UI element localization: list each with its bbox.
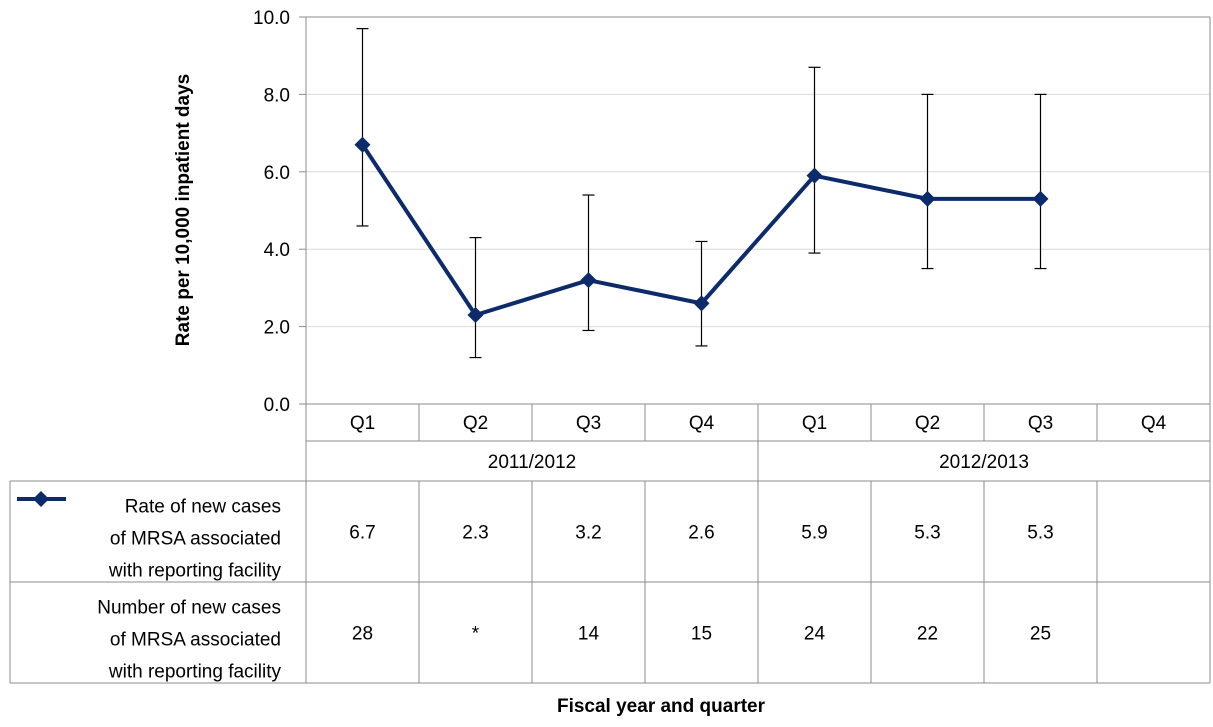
y-tick-label: 10.0 [253,8,290,29]
gridlines [306,16,1210,328]
y-tick-label: 0.0 [264,395,290,416]
table-cell: 2.3 [462,523,488,544]
x-tick-label: Q2 [915,413,940,434]
table-cell: 3.2 [575,523,601,544]
x-tick-label: Q3 [576,413,601,434]
table-cell: 6.7 [349,523,375,544]
table-row-label: Rate of new cases [125,497,281,518]
series-line-layer [354,28,1049,359]
data-point-marker [806,167,823,184]
table-row-label: of MRSA associated [110,529,281,550]
table-cell: 2.6 [688,523,714,544]
table-cell: 5.3 [914,523,940,544]
data-point-marker [693,295,710,312]
data-point-marker [1032,190,1049,207]
x-group-label: 2011/2012 [488,452,576,473]
y-axis-title: Rate per 10,000 inpatient days [173,74,194,346]
table-cell: 24 [804,624,826,645]
table-cell: 22 [917,624,938,645]
x-tick-label: Q4 [689,413,715,434]
data-point-marker [467,306,484,323]
x-tick-label: Q4 [1141,413,1167,434]
table-cell: 5.3 [1027,523,1053,544]
legend-diamond-icon [33,491,49,507]
data-table: Q1 Q2 Q3 Q4 Q1 Q2 Q3 Q4 2011/2012 2012/2013 Rate o… [9,16,1211,684]
table-row-label: of MRSA associated [110,630,281,651]
table-cell: 5.9 [801,523,827,544]
table-cell: 15 [691,624,712,645]
table-row-label: with reporting facility [108,662,282,683]
data-point-marker [354,136,371,153]
x-tick-label: Q2 [463,413,488,434]
y-tick-label: 4.0 [264,240,290,261]
table-cell: 14 [578,624,600,645]
y-tick-label: 2.0 [264,318,290,339]
x-tick-label: Q1 [802,413,827,434]
table-cell: 28 [352,624,373,645]
table-row-label: with reporting facility [108,561,282,582]
x-axis-title: Fiscal year and quarter [557,696,766,717]
table-cell: 25 [1030,624,1051,645]
data-point-marker [919,190,936,207]
table-row-label: Number of new cases [97,598,281,619]
y-tick-label: 6.0 [264,163,290,184]
y-tick-label: 8.0 [264,85,290,106]
table-cell: * [472,624,480,645]
data-point-marker [580,272,597,289]
x-tick-label: Q3 [1028,413,1053,434]
x-tick-label: Q1 [350,413,375,434]
x-group-label: 2012/2013 [939,452,1029,473]
y-axis-ticks: 0.0 2.0 4.0 6.0 8.0 10.0 [253,8,306,416]
